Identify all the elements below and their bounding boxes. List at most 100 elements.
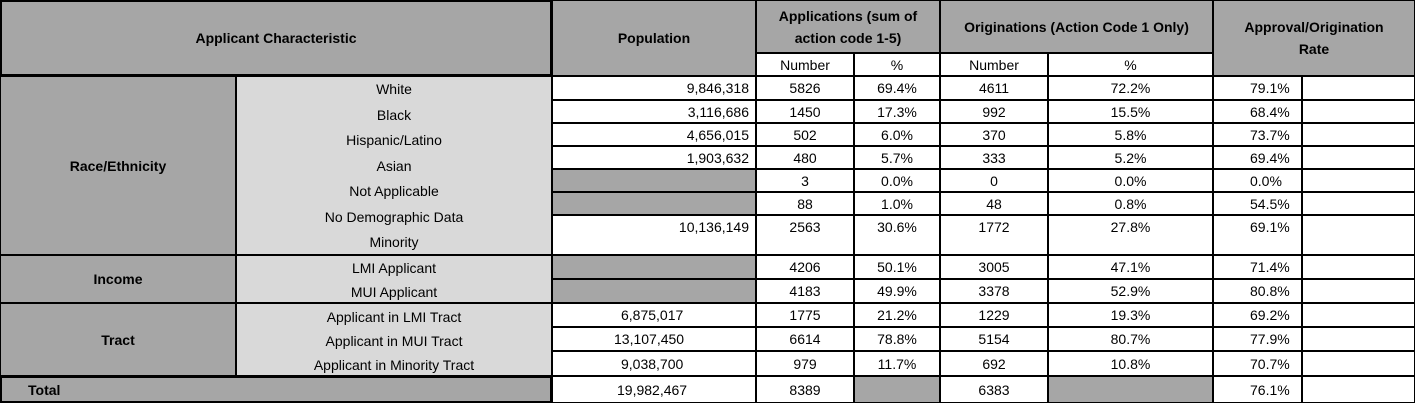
rate-cell: 70.7%	[1213, 351, 1302, 376]
orig-percent-cell: 0.8%	[1048, 192, 1213, 215]
blank-cell	[1302, 279, 1415, 303]
subheader-app-number: Number	[756, 53, 854, 76]
blank-cell	[1302, 351, 1415, 376]
population-cell: 3,116,686	[552, 100, 756, 123]
labels-tract-block	[236, 303, 552, 376]
population-cell: 1,903,632	[552, 146, 756, 169]
orig-percent-cell: 5.2%	[1048, 146, 1213, 169]
orig-number-cell: 48	[940, 192, 1048, 215]
orig-number-cell: 5154	[940, 327, 1048, 351]
app-number-cell: 6614	[756, 327, 854, 351]
app-number-cell: 88	[756, 192, 854, 215]
blank-cell	[1302, 76, 1415, 100]
app-number-cell: 1450	[756, 100, 854, 123]
blank-cell	[1302, 169, 1415, 192]
blank-cell	[1302, 215, 1415, 255]
group-race-ethnicity: Race/Ethnicity	[0, 76, 236, 255]
orig-number-cell: 333	[940, 146, 1048, 169]
rate-cell: 71.4%	[1213, 255, 1302, 279]
orig-percent-cell: 52.9%	[1048, 279, 1213, 303]
orig-number-cell: 692	[940, 351, 1048, 376]
rate-cell: 0.0%	[1213, 169, 1302, 192]
orig-percent-cell: 19.3%	[1048, 303, 1213, 327]
labels-race-block	[236, 76, 552, 255]
rate-cell: 73.7%	[1213, 123, 1302, 146]
app-number-cell: 502	[756, 123, 854, 146]
orig-percent-cell: 72.2%	[1048, 76, 1213, 100]
population-cell: 4,656,015	[552, 123, 756, 146]
rate-cell: 77.9%	[1213, 327, 1302, 351]
header-applicant-characteristic: Applicant Characteristic	[0, 0, 552, 76]
row-label-mui-applicant: MUI Applicant	[350, 283, 438, 300]
app-percent-cell: 1.0%	[854, 192, 940, 215]
orig-number-cell: 3378	[940, 279, 1048, 303]
population-cell-empty	[552, 169, 756, 192]
orig-percent-cell: 10.8%	[1048, 351, 1213, 376]
header-population: Population	[552, 0, 756, 76]
orig-percent-cell: 27.8%	[1048, 215, 1213, 255]
row-label-no-demographic: No Demographic Data	[324, 209, 464, 225]
orig-percent-cell: 15.5%	[1048, 100, 1213, 123]
header-originations: Originations (Action Code 1 Only)	[940, 0, 1213, 53]
app-number-cell: 480	[756, 146, 854, 169]
app-number-cell: 4206	[756, 255, 854, 279]
row-label-not-applicable: Not Applicable	[349, 183, 439, 199]
app-percent-cell: 6.0%	[854, 123, 940, 146]
population-cell-empty	[552, 279, 756, 303]
total-orig-percent-empty	[1048, 376, 1213, 403]
row-label-minority: Minority	[369, 234, 419, 250]
total-app-percent-empty	[854, 376, 940, 403]
app-percent-cell: 0.0%	[854, 169, 940, 192]
blank-cell	[1302, 327, 1415, 351]
row-label-white: White	[376, 81, 412, 97]
app-number-cell: 3	[756, 169, 854, 192]
orig-percent-cell: 5.8%	[1048, 123, 1213, 146]
subheader-app-percent: %	[854, 53, 940, 76]
rate-cell: 68.4%	[1213, 100, 1302, 123]
population-cell: 6,875,017	[552, 303, 756, 327]
row-label-hispanic: Hispanic/Latino	[346, 132, 442, 148]
rate-cell: 54.5%	[1213, 192, 1302, 215]
orig-percent-cell: 0.0%	[1048, 169, 1213, 192]
app-percent-cell: 69.4%	[854, 76, 940, 100]
app-number-cell: 979	[756, 351, 854, 376]
population-cell-empty	[552, 192, 756, 215]
orig-number-cell: 1229	[940, 303, 1048, 327]
population-cell: 9,846,318	[552, 76, 756, 100]
rate-cell: 79.1%	[1213, 76, 1302, 100]
orig-number-cell: 3005	[940, 255, 1048, 279]
blank-cell	[1302, 192, 1415, 215]
total-population: 19,982,467	[552, 376, 756, 403]
total-app-number: 8389	[756, 376, 854, 403]
population-cell: 9,038,700	[552, 351, 756, 376]
row-label-asian: Asian	[376, 158, 412, 174]
group-income: Income	[0, 255, 236, 303]
orig-number-cell: 992	[940, 100, 1048, 123]
orig-number-cell: 0	[940, 169, 1048, 192]
total-orig-number: 6383	[940, 376, 1048, 403]
app-percent-cell: 5.7%	[854, 146, 940, 169]
header-approval-rate: Approval/Origination Rate	[1213, 0, 1415, 76]
rate-cell: 69.1%	[1213, 215, 1302, 255]
app-number-cell: 4183	[756, 279, 854, 303]
app-number-cell: 2563	[756, 215, 854, 255]
orig-number-cell: 1772	[940, 215, 1048, 255]
orig-number-cell: 4611	[940, 76, 1048, 100]
row-label-mui-tract: Applicant in MUI Tract	[325, 332, 463, 349]
app-percent-cell: 50.1%	[854, 255, 940, 279]
population-cell: 10,136,149	[552, 215, 756, 255]
header-applications: Applications (sum of action code 1-5)	[756, 0, 940, 53]
app-percent-cell: 49.9%	[854, 279, 940, 303]
orig-number-cell: 370	[940, 123, 1048, 146]
population-cell-empty	[552, 255, 756, 279]
rate-cell: 69.2%	[1213, 303, 1302, 327]
rate-cell: 69.4%	[1213, 146, 1302, 169]
blank-cell	[1302, 100, 1415, 123]
orig-percent-cell: 80.7%	[1048, 327, 1213, 351]
row-label-lmi-tract: Applicant in LMI Tract	[326, 308, 462, 325]
app-percent-cell: 21.2%	[854, 303, 940, 327]
app-percent-cell: 30.6%	[854, 215, 940, 255]
app-percent-cell: 11.7%	[854, 351, 940, 376]
blank-cell	[1302, 146, 1415, 169]
